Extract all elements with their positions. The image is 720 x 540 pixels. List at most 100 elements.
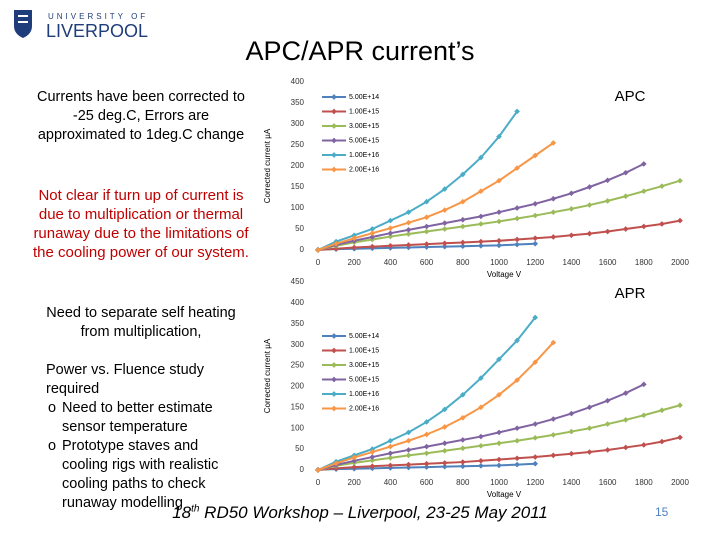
study-bullet: Need to better estimate sensor temperatu…: [48, 399, 246, 437]
legend-label: 1.00E+15: [349, 108, 379, 115]
chart-title: APC: [615, 88, 646, 105]
x-tick-label: 1000: [490, 478, 508, 487]
legend-marker: [331, 362, 337, 368]
point: [423, 223, 430, 230]
point: [532, 460, 539, 467]
legend-label: 2.00E+16: [349, 166, 379, 173]
logo: UNIVERSITY OF LIVERPOOL: [14, 10, 148, 41]
point: [622, 444, 629, 451]
point: [496, 356, 502, 363]
point: [677, 434, 683, 441]
point: [423, 228, 430, 235]
legend-label: 5.00E+14: [349, 333, 379, 340]
point: [496, 133, 502, 140]
legend-marker: [331, 152, 337, 158]
point: [568, 232, 575, 239]
point: [405, 231, 412, 237]
point: [387, 455, 394, 461]
point: [532, 235, 539, 242]
point: [550, 452, 557, 459]
point: [496, 209, 502, 216]
point: [441, 240, 448, 247]
point: [586, 184, 593, 190]
point: [514, 241, 520, 248]
y-tick-label: 400: [291, 298, 305, 307]
point: [514, 236, 520, 243]
point: [459, 239, 466, 246]
point: [405, 452, 412, 459]
point: [459, 216, 466, 223]
point: [459, 198, 466, 205]
slide-title: APC/APR current’s: [245, 36, 475, 66]
y-tick-label: 0: [300, 245, 305, 254]
point: [351, 454, 358, 461]
point: [369, 234, 376, 240]
point: [333, 245, 339, 252]
legend-marker: [331, 391, 337, 397]
point: [568, 190, 575, 197]
point: [387, 437, 394, 444]
x-tick-label: 200: [348, 258, 362, 267]
point: [622, 169, 629, 176]
legend-marker: [331, 108, 337, 115]
point: [459, 459, 466, 465]
point: [514, 455, 520, 462]
point: [514, 461, 520, 468]
x-tick-label: 0: [316, 478, 321, 487]
x-tick-label: 1600: [599, 258, 617, 267]
point: [640, 412, 647, 419]
y-axis-label: Corrected current µA: [263, 128, 272, 203]
point: [550, 195, 557, 202]
point: [514, 215, 520, 222]
point: [441, 440, 448, 447]
point: [478, 242, 484, 249]
y-tick-label: 50: [295, 444, 304, 453]
series-line: [317, 142, 554, 251]
point: [478, 375, 484, 381]
point: [622, 390, 629, 396]
point: [405, 219, 412, 226]
point: [405, 437, 412, 444]
point: [333, 460, 339, 467]
point: [478, 442, 484, 449]
logo-line2: LIVERPOOL: [46, 21, 148, 41]
point: [405, 242, 412, 248]
point: [387, 233, 394, 240]
point: [441, 460, 448, 466]
point: [640, 188, 647, 195]
point: [550, 416, 557, 422]
point: [622, 226, 629, 232]
study-list: Need to better estimate sensor temperatu…: [46, 399, 246, 513]
x-tick-label: 400: [384, 478, 398, 487]
point: [423, 419, 430, 425]
point: [405, 429, 412, 436]
x-tick-label: 200: [348, 478, 362, 487]
point: [640, 161, 647, 167]
point: [351, 235, 358, 242]
point: [405, 464, 412, 471]
point: [514, 425, 520, 432]
x-axis-label: Voltage V: [487, 490, 522, 499]
point: [604, 397, 611, 404]
point: [514, 337, 520, 344]
point: [405, 447, 412, 453]
point: [387, 450, 394, 457]
legend-label: 5.00E+15: [349, 137, 379, 144]
x-tick-label: 600: [420, 478, 434, 487]
point: [387, 217, 394, 224]
point: [514, 437, 520, 444]
x-tick-label: 0: [316, 258, 321, 267]
y-tick-label: 50: [295, 224, 304, 233]
point: [568, 450, 575, 457]
point: [550, 432, 557, 438]
chart: 0 50 100 150 200 250 300 350 400 0 200 400 600 800 100…: [263, 77, 689, 279]
point: [478, 154, 484, 161]
point: [441, 207, 448, 213]
point: [369, 454, 376, 460]
point: [423, 460, 430, 467]
x-tick-label: 1800: [635, 258, 653, 267]
y-tick-label: 400: [291, 77, 305, 86]
point: [441, 447, 448, 454]
point: [441, 220, 448, 226]
